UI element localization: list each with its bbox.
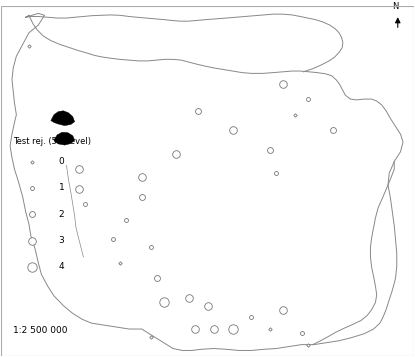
Point bbox=[117, 260, 123, 266]
Point bbox=[195, 108, 201, 114]
Point bbox=[192, 326, 198, 332]
Text: Test rej. (5% level): Test rej. (5% level) bbox=[13, 137, 91, 146]
Point bbox=[148, 334, 154, 340]
Point bbox=[210, 326, 217, 332]
Text: N: N bbox=[393, 2, 399, 11]
Point bbox=[267, 326, 273, 332]
Polygon shape bbox=[54, 132, 75, 145]
Point bbox=[248, 315, 255, 320]
Point bbox=[305, 342, 311, 347]
Polygon shape bbox=[51, 111, 75, 126]
Point bbox=[160, 299, 167, 305]
Text: 3: 3 bbox=[59, 236, 64, 245]
Point bbox=[82, 201, 89, 207]
Point bbox=[229, 127, 236, 133]
Point bbox=[279, 307, 286, 312]
Point bbox=[229, 326, 236, 332]
Text: 0: 0 bbox=[59, 157, 64, 166]
Point bbox=[305, 96, 311, 102]
Point bbox=[279, 81, 286, 86]
Point bbox=[292, 112, 298, 117]
Point bbox=[138, 174, 145, 180]
Point bbox=[173, 151, 179, 156]
Point bbox=[123, 217, 129, 223]
Point bbox=[186, 295, 192, 301]
Point bbox=[273, 170, 280, 176]
Point bbox=[138, 193, 145, 199]
Point bbox=[26, 44, 32, 49]
Point bbox=[76, 186, 82, 192]
Point bbox=[148, 244, 154, 250]
Point bbox=[76, 166, 82, 172]
Text: 2: 2 bbox=[59, 210, 64, 219]
Point bbox=[204, 303, 211, 308]
Point bbox=[110, 237, 117, 242]
Point bbox=[298, 330, 305, 336]
Point bbox=[154, 276, 161, 281]
Text: 1: 1 bbox=[59, 183, 64, 192]
Text: 4: 4 bbox=[59, 262, 64, 271]
Text: 1:2 500 000: 1:2 500 000 bbox=[13, 326, 68, 335]
Point bbox=[330, 127, 336, 133]
Point bbox=[267, 147, 273, 153]
